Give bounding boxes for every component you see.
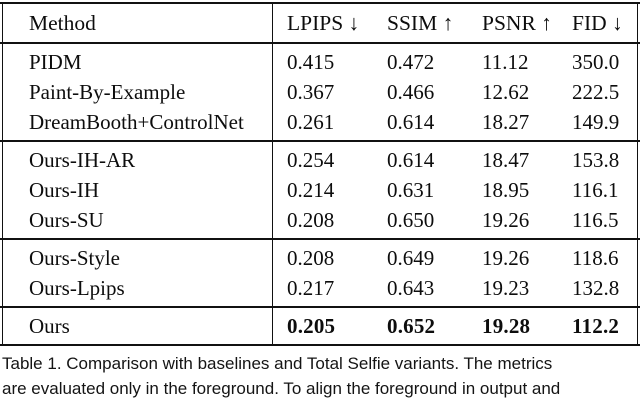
table-group-variants-2: Ours-Style 0.208 0.649 19.26 118.6 Ours-… [2, 240, 638, 306]
ssim-cell: 0.650 [387, 208, 435, 232]
table-row: Ours-IH-AR 0.254 0.614 18.47 153.8 [3, 145, 637, 175]
fid-cell: 149.9 [572, 110, 620, 134]
table-header: Method LPIPS ↓ SSIM ↑ PSNR ↑ FID ↓ [2, 4, 638, 42]
header-separator-rule [0, 42, 640, 44]
table-row: Ours-IH 0.214 0.631 18.95 116.1 [3, 175, 637, 205]
method-cell: Ours-IH-AR [29, 148, 136, 172]
lpips-cell: 0.217 [287, 276, 335, 300]
fid-cell: 112.2 [572, 314, 620, 338]
lpips-cell: 0.214 [287, 178, 335, 202]
header-lpips: LPIPS ↓ [287, 11, 360, 35]
lpips-cell: 0.367 [287, 80, 335, 104]
method-cell: Ours-SU [29, 208, 104, 232]
table-row: Paint-By-Example 0.367 0.466 12.62 222.5 [3, 77, 637, 107]
method-cell: PIDM [29, 50, 82, 74]
method-cell: Ours [29, 314, 70, 338]
ssim-cell: 0.652 [387, 314, 436, 338]
column-divider [271, 4, 273, 42]
column-divider [271, 44, 273, 140]
table-row: PIDM 0.415 0.472 11.12 350.0 [3, 47, 637, 77]
psnr-cell: 19.28 [482, 314, 531, 338]
column-divider [271, 308, 273, 344]
caption-line-1: Table 1. Comparison with baselines and T… [2, 354, 553, 373]
lpips-cell: 0.208 [287, 246, 335, 270]
psnr-cell: 12.62 [482, 80, 530, 104]
ssim-cell: 0.614 [387, 148, 435, 172]
table-row: Ours-SU 0.208 0.650 19.26 116.5 [3, 205, 637, 235]
method-cell: Ours-Style [29, 246, 120, 270]
fid-cell: 118.6 [572, 246, 619, 270]
psnr-cell: 18.47 [482, 148, 530, 172]
fid-cell: 222.5 [572, 80, 620, 104]
fid-cell: 116.1 [572, 178, 619, 202]
table-group-baselines: PIDM 0.415 0.472 11.12 350.0 Paint-By-Ex… [2, 44, 638, 140]
table-row: Ours-Style 0.208 0.649 19.26 118.6 [3, 243, 637, 273]
header-row: Method LPIPS ↓ SSIM ↑ PSNR ↑ FID ↓ [3, 4, 637, 42]
method-cell: Paint-By-Example [29, 80, 186, 104]
header-method: Method [29, 11, 96, 35]
method-cell: Ours-Lpips [29, 276, 125, 300]
table-bottom-rule [0, 344, 640, 346]
table-row: DreamBooth+ControlNet 0.261 0.614 18.27 … [3, 107, 637, 137]
column-divider [271, 240, 273, 306]
table-top-rule [0, 2, 640, 4]
ssim-cell: 0.631 [387, 178, 435, 202]
header-psnr: PSNR ↑ [482, 11, 552, 35]
table-group-ours-final: Ours 0.205 0.652 19.28 112.2 [2, 308, 638, 344]
method-cell: Ours-IH [29, 178, 99, 202]
column-divider [271, 142, 273, 238]
fid-cell: 350.0 [572, 50, 620, 74]
group-separator-rule [0, 140, 640, 142]
ssim-cell: 0.466 [387, 80, 435, 104]
ssim-cell: 0.649 [387, 246, 435, 270]
lpips-cell: 0.261 [287, 110, 335, 134]
ssim-cell: 0.643 [387, 276, 435, 300]
psnr-cell: 18.95 [482, 178, 530, 202]
table-caption: Table 1. Comparison with baselines and T… [2, 352, 638, 401]
lpips-cell: 0.254 [287, 148, 335, 172]
fid-cell: 132.8 [572, 276, 620, 300]
psnr-cell: 19.26 [482, 208, 530, 232]
group-separator-rule [0, 238, 640, 240]
table-row-ours: Ours 0.205 0.652 19.28 112.2 [3, 311, 637, 341]
fid-cell: 153.8 [572, 148, 620, 172]
ssim-cell: 0.472 [387, 50, 435, 74]
table-row: Ours-Lpips 0.217 0.643 19.23 132.8 [3, 273, 637, 303]
group-separator-rule [0, 306, 640, 308]
table-group-variants-1: Ours-IH-AR 0.254 0.614 18.47 153.8 Ours-… [2, 142, 638, 238]
header-fid: FID ↓ [572, 11, 623, 35]
psnr-cell: 19.23 [482, 276, 530, 300]
psnr-cell: 19.26 [482, 246, 530, 270]
lpips-cell: 0.205 [287, 314, 336, 338]
psnr-cell: 11.12 [482, 50, 529, 74]
fid-cell: 116.5 [572, 208, 619, 232]
method-cell: DreamBooth+ControlNet [29, 110, 244, 134]
caption-line-2: are evaluated only in the foreground. To… [2, 378, 561, 398]
lpips-cell: 0.415 [287, 50, 335, 74]
lpips-cell: 0.208 [287, 208, 335, 232]
psnr-cell: 18.27 [482, 110, 530, 134]
ssim-cell: 0.614 [387, 110, 435, 134]
header-ssim: SSIM ↑ [387, 11, 454, 35]
